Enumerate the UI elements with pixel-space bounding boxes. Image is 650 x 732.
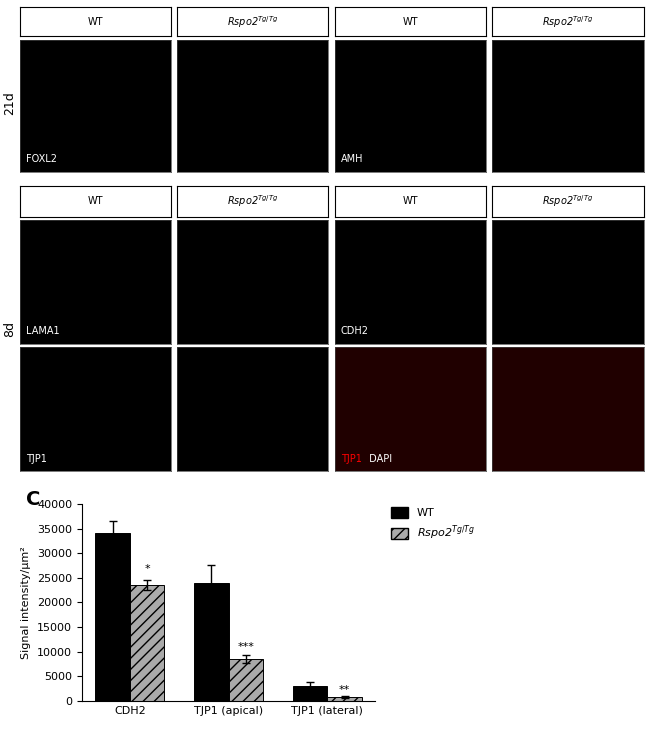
- Text: Rspo2$^{Tg/Tg}$: Rspo2$^{Tg/Tg}$: [542, 193, 593, 209]
- Text: C: C: [26, 490, 40, 509]
- Text: WT: WT: [88, 196, 103, 206]
- Text: WT: WT: [402, 196, 418, 206]
- Text: DAPI: DAPI: [367, 454, 393, 463]
- Text: 8d: 8d: [3, 321, 16, 337]
- Bar: [292, 686, 328, 701]
- Text: ***: ***: [237, 642, 254, 652]
- Text: TJP1: TJP1: [341, 454, 361, 463]
- Text: CDH2: CDH2: [341, 326, 369, 337]
- Bar: [130, 585, 164, 701]
- Text: Rspo2$^{Tg/Tg}$: Rspo2$^{Tg/Tg}$: [542, 14, 593, 30]
- Bar: [96, 534, 130, 701]
- Text: WT: WT: [88, 17, 103, 27]
- Text: FOXL2: FOXL2: [25, 154, 57, 164]
- Text: AMH: AMH: [341, 154, 363, 164]
- Bar: [328, 698, 362, 701]
- Text: Rspo2$^{Tg/Tg}$: Rspo2$^{Tg/Tg}$: [227, 193, 278, 209]
- Text: **: **: [339, 685, 350, 695]
- Text: WT: WT: [402, 17, 418, 27]
- Text: A: A: [26, 12, 41, 31]
- Legend: WT, Rspo2$^{Tg/Tg}$: WT, Rspo2$^{Tg/Tg}$: [387, 502, 480, 547]
- Text: B: B: [26, 195, 40, 214]
- Text: 21d: 21d: [3, 91, 16, 115]
- Text: *: *: [144, 564, 150, 574]
- Bar: [194, 583, 229, 701]
- Text: LAMA1: LAMA1: [25, 326, 59, 337]
- Bar: [229, 659, 263, 701]
- Y-axis label: Signal intensity/µm²: Signal intensity/µm²: [21, 546, 31, 659]
- Text: TJP1: TJP1: [25, 454, 46, 463]
- Text: Rspo2$^{Tg/Tg}$: Rspo2$^{Tg/Tg}$: [227, 14, 278, 30]
